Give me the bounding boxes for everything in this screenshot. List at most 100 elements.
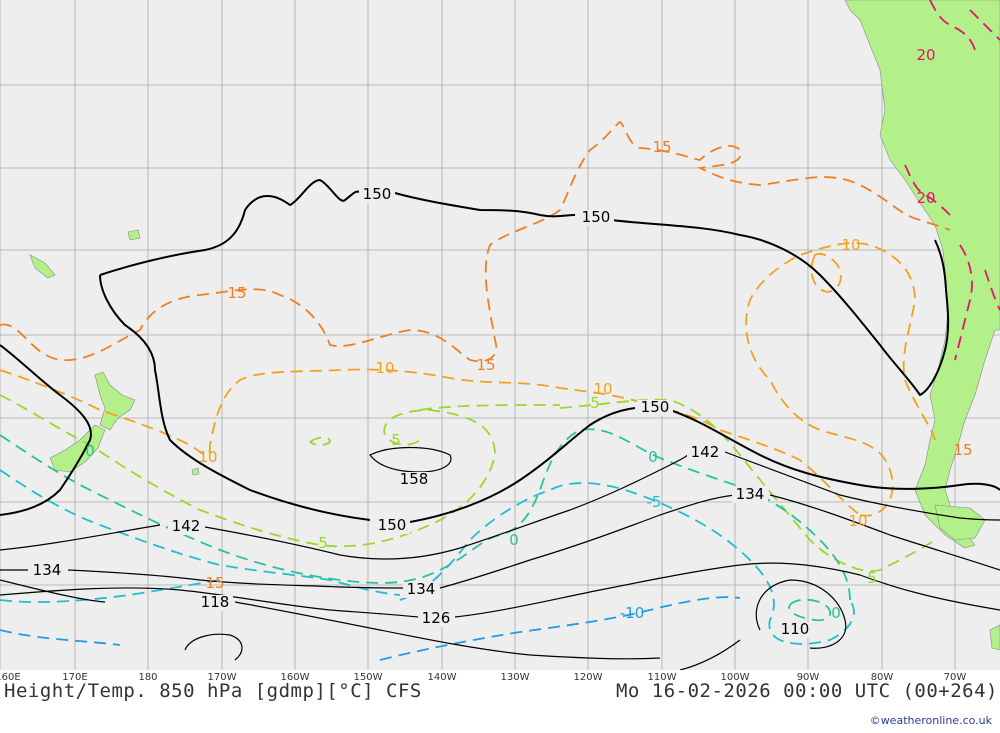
height-label: 150: [641, 398, 670, 416]
temperature-label: 20: [916, 46, 935, 64]
isotherm-minus10-main: [0, 596, 741, 661]
temperature-label: 15: [652, 138, 671, 156]
land-new-caledonia: [29, 254, 56, 279]
height-label: 118: [201, 593, 230, 611]
height-label: 158: [400, 470, 429, 488]
isotherm-0-loop: [788, 598, 832, 622]
isotherm-5-loop: [309, 436, 331, 446]
height-label: 134: [736, 485, 765, 503]
temperature-label: 15: [476, 356, 495, 374]
isohypse-150-main: [99, 178, 950, 397]
height-label: 110: [781, 620, 810, 638]
height-label-bg: [396, 472, 432, 488]
temperature-label: 15: [205, 574, 224, 592]
isohypse-150-far-west: [0, 344, 92, 516]
temperature-label: 10: [841, 236, 860, 254]
height-label: 142: [172, 517, 201, 535]
map-datetime: Mo 16-02-2026 00:00 UTC (00+264): [615, 680, 998, 702]
height-label: 134: [33, 561, 62, 579]
longitude-label: 70W: [943, 672, 967, 683]
temperature-contours: [0, 0, 1000, 661]
temperature-label: 10: [848, 512, 867, 530]
height-label-bg: [732, 487, 768, 503]
isotherm-5-upper: [419, 404, 561, 411]
height-label: 126: [422, 609, 451, 627]
isohypse-142-west: [0, 451, 691, 560]
isotherm-15-west: [0, 120, 951, 363]
isotherm-20-north: [904, 0, 1000, 216]
isohypse-110: [679, 579, 847, 670]
longitude-label: 90W: [796, 672, 820, 683]
height-label-bg: [374, 518, 410, 534]
isohypse-134: [0, 494, 1000, 589]
temperature-label: 10: [375, 359, 394, 377]
isohypse-142-east: [724, 451, 1000, 521]
longitude-label: 100W: [720, 672, 750, 683]
isotherm-minus5-main: [0, 469, 855, 645]
longitude-label: 80W: [870, 672, 894, 683]
height-label: 150: [378, 516, 407, 534]
longitude-label: 110W: [647, 672, 677, 683]
longitude-label: 180: [138, 672, 158, 683]
temperature-label: 5: [590, 394, 600, 412]
height-label: 150: [582, 208, 611, 226]
height-label-bg: [197, 595, 233, 611]
land-chatham: [191, 467, 200, 476]
height-label-bg: [359, 187, 395, 203]
map-footer: Height/Temp. 850 hPa [gdmp][°C] CFS Mo 1…: [0, 676, 1000, 706]
longitude-label: 150W: [353, 672, 383, 683]
height-contours: [0, 178, 1000, 670]
height-label-bg: [168, 519, 204, 535]
longitude-label: 120W: [573, 672, 603, 683]
longitude-label: 160W: [280, 672, 310, 683]
land-tierra-del-fuego: [934, 504, 986, 541]
isotherm-20-andes: [954, 244, 1000, 361]
height-label: 150: [363, 185, 392, 203]
temperature-label: 15: [227, 284, 246, 302]
isotherm-10-loop: [810, 252, 842, 293]
temperature-label: -10: [620, 604, 645, 622]
isohypse-118: [0, 579, 661, 660]
isohypse-150-east: [669, 409, 1000, 491]
credit-link[interactable]: ©weatheronline.co.uk: [869, 714, 992, 727]
longitude-label: 160E: [0, 672, 21, 683]
temperature-label: 0: [85, 442, 95, 460]
temperature-label: 5: [867, 569, 877, 587]
height-label-bg: [29, 563, 65, 579]
temperature-label: 0: [648, 448, 658, 466]
temperature-label: -5: [647, 493, 662, 511]
temperature-label: 0: [509, 531, 519, 549]
temperature-label: 20: [916, 189, 935, 207]
land-falklands: [989, 624, 1000, 651]
height-label-bg: [687, 445, 723, 461]
height-label-bg: [403, 582, 439, 598]
longitude-label: 170E: [62, 672, 88, 683]
land-fiji: [127, 229, 141, 241]
longitude-label: 140W: [427, 672, 457, 683]
isohypse-158: [369, 446, 452, 473]
temperature-label: 5: [391, 431, 401, 449]
height-label-bg: [578, 210, 614, 226]
height-label-bg: [637, 400, 673, 416]
temperature-label: 0: [831, 604, 841, 622]
temperature-label: 10: [198, 448, 217, 466]
longitude-label: 130W: [500, 672, 530, 683]
map-title: Height/Temp. 850 hPa [gdmp][°C] CFS: [4, 680, 422, 702]
height-label: 134: [407, 580, 436, 598]
weather-map: 150 150 150 150 158 142 142 134 134 134 126 118 110 …: [0, 0, 1000, 670]
land-new-zealand-north: [94, 371, 136, 431]
isotherm-10-west: [0, 368, 861, 516]
longitude-label: 170W: [207, 672, 237, 683]
isotherm-5-main: [0, 394, 936, 572]
isohypse-150-loop-west: [99, 274, 636, 523]
temperature-label: 15: [953, 441, 972, 459]
land-new-zealand-south: [49, 424, 106, 473]
height-label: 142: [691, 443, 720, 461]
map-canvas: 150150150150158142142134134134126118110 …: [0, 0, 1000, 670]
isotherm-10-east: [745, 242, 936, 517]
isohypse-low-west: [184, 633, 243, 661]
height-label-bg: [418, 611, 454, 627]
temperature-label: 10: [593, 380, 612, 398]
